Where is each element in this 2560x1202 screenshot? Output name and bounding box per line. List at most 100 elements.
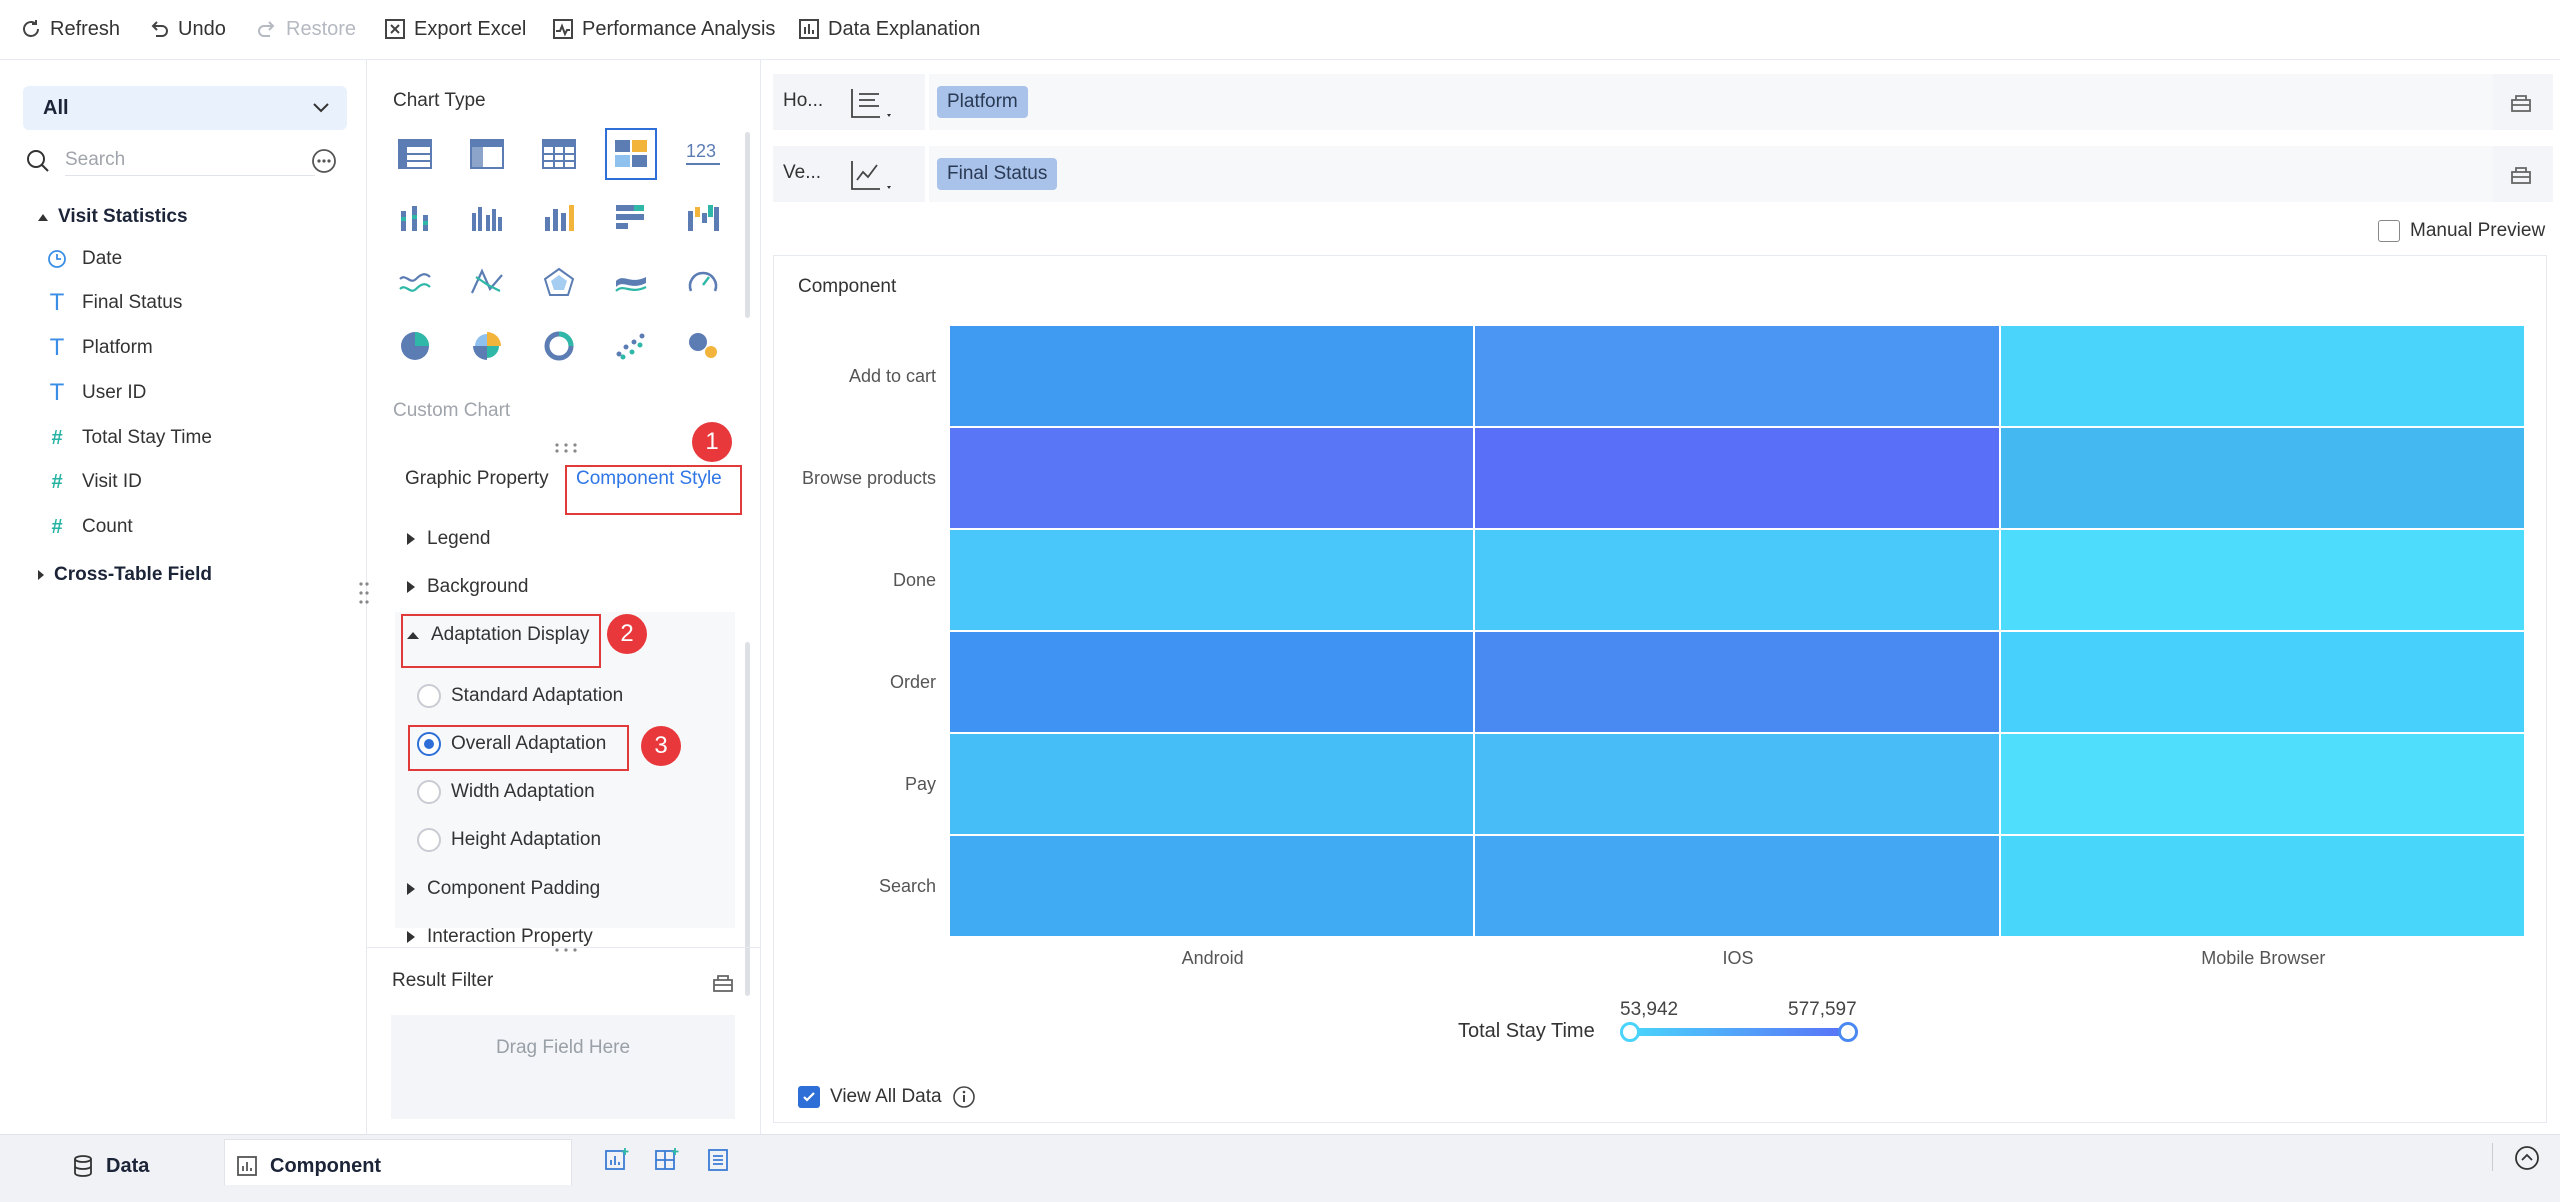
kpi-number-icon[interactable]: 123 [683, 134, 723, 174]
axis-type-icon[interactable] [849, 158, 893, 194]
bubble-chart-icon[interactable] [683, 326, 723, 366]
scrollbar-thumb[interactable] [745, 642, 750, 996]
option-height-adaptation[interactable]: Height Adaptation [417, 828, 601, 852]
heatmap-cell[interactable] [1475, 326, 2001, 428]
drag-handle-icon[interactable] [358, 580, 370, 606]
splitter-handle-icon[interactable] [553, 442, 579, 454]
stacked-column-icon[interactable] [395, 198, 435, 238]
horizontal-field-pill[interactable]: Platform [937, 86, 1028, 118]
heatmap-cell[interactable] [1475, 734, 2001, 836]
radar-line-icon[interactable] [467, 262, 507, 302]
filter-drop-zone[interactable]: Drag Field Here [391, 1015, 735, 1119]
heatmap-cell[interactable] [1475, 530, 2001, 632]
more-options-icon[interactable] [311, 148, 337, 174]
field-item-platform[interactable]: T Platform [46, 333, 152, 363]
data-tab[interactable]: Data [72, 1143, 149, 1189]
option-width-adaptation[interactable]: Width Adaptation [417, 780, 595, 804]
heatmap-cell[interactable] [1475, 632, 2001, 734]
dataset-select[interactable]: All [23, 86, 347, 130]
grouped-table-icon[interactable] [467, 134, 507, 174]
heatmap-cell[interactable] [950, 530, 1476, 632]
field-item-count[interactable]: # Count [46, 512, 132, 542]
grouped-column-icon[interactable] [467, 198, 507, 238]
legend-max-handle[interactable] [1838, 1022, 1858, 1042]
heatmap-cell[interactable] [1475, 428, 2001, 530]
heatmap-cell[interactable] [2000, 734, 2526, 836]
lock-icon[interactable] [2509, 90, 2533, 114]
collapse-up-icon[interactable] [2514, 1145, 2540, 1171]
tab-component-style[interactable]: Component Style [576, 468, 722, 489]
component-tab[interactable]: Component [236, 1143, 381, 1189]
horizontal-field-dropzone[interactable]: Platform [925, 74, 2493, 130]
column-chart-icon[interactable] [539, 198, 579, 238]
heatmap-cell[interactable] [2000, 836, 2526, 938]
vertical-field-pill[interactable]: Final Status [937, 158, 1058, 190]
data-explanation-button[interactable]: Data Explanation [798, 14, 980, 44]
tree-group-cross-table-field[interactable]: Cross-Table Field [38, 564, 212, 586]
heatmap-cell[interactable] [950, 632, 1476, 734]
heatmap-chart-icon[interactable] [605, 128, 657, 180]
splitter-handle-icon[interactable] [553, 946, 579, 954]
view-all-data-toggle[interactable]: View All Data [798, 1085, 976, 1109]
option-standard-adaptation[interactable]: Standard Adaptation [417, 684, 623, 708]
scatter-chart-icon[interactable] [611, 326, 651, 366]
gauge-chart-icon[interactable] [683, 262, 723, 302]
cross-table-icon[interactable] [395, 134, 435, 174]
heatmap-cell[interactable] [2000, 530, 2526, 632]
heatmap-cell[interactable] [950, 428, 1476, 530]
add-report-icon[interactable] [706, 1147, 732, 1173]
field-item-final-status[interactable]: T Final Status [46, 288, 182, 318]
manual-preview-toggle[interactable]: Manual Preview [2378, 220, 2545, 242]
add-component-icon[interactable] [604, 1147, 630, 1173]
legend-max-label: 577,597 [1788, 999, 1857, 1020]
undo-button[interactable]: Undo [148, 14, 226, 44]
field-item-user-id[interactable]: T User ID [46, 378, 146, 408]
field-item-total-stay-time[interactable]: # Total Stay Time [46, 423, 211, 453]
section-component-padding[interactable]: Component Padding [407, 878, 600, 900]
field-item-date[interactable]: Date [46, 244, 122, 274]
rose-pie-icon[interactable] [467, 326, 507, 366]
column-label: Android [1181, 948, 1244, 968]
heatmap-cell[interactable] [2000, 326, 2526, 428]
line-chart-icon[interactable] [395, 262, 435, 302]
chart-type-title: Chart Type [393, 90, 486, 111]
field-item-visit-id[interactable]: # Visit ID [46, 467, 141, 497]
option-overall-adaptation[interactable]: Overall Adaptation [417, 732, 606, 756]
search-input[interactable] [65, 144, 315, 176]
restore-button[interactable]: Restore [256, 14, 356, 44]
vertical-field-dropzone[interactable]: Final Status [925, 146, 2493, 202]
bar-chart-icon[interactable] [611, 198, 651, 238]
lock-icon[interactable] [711, 970, 735, 994]
section-interaction-property[interactable]: Interaction Property [407, 926, 593, 948]
legend-min-handle[interactable] [1620, 1022, 1640, 1042]
heatmap-cell[interactable] [2000, 632, 2526, 734]
result-filter-title: Result Filter [392, 970, 494, 991]
detail-table-icon[interactable] [539, 134, 579, 174]
radar-chart-icon[interactable] [539, 262, 579, 302]
heatmap-cell[interactable] [950, 836, 1476, 938]
heatmap-cell[interactable] [2000, 428, 2526, 530]
tab-graphic-property[interactable]: Graphic Property [405, 468, 549, 489]
heatmap-cell[interactable] [1475, 836, 2001, 938]
highlight-box [408, 725, 629, 771]
lock-icon[interactable] [2509, 162, 2533, 186]
section-legend[interactable]: Legend [407, 528, 490, 550]
pie-chart-icon[interactable] [395, 326, 435, 366]
info-icon[interactable] [952, 1085, 976, 1109]
area-chart-icon[interactable] [611, 262, 651, 302]
custom-chart-link[interactable]: Custom Chart [393, 400, 511, 421]
donut-chart-icon[interactable] [539, 326, 579, 366]
axis-type-icon[interactable] [849, 86, 893, 122]
export-excel-button[interactable]: Export Excel [384, 14, 526, 44]
waterfall-chart-icon[interactable] [683, 198, 723, 238]
section-adaptation-display[interactable]: Adaptation Display [407, 624, 589, 646]
refresh-button[interactable]: Refresh [20, 14, 120, 44]
legend-gradient [1634, 1028, 1852, 1036]
scrollbar-thumb[interactable] [745, 132, 750, 318]
heatmap-cell[interactable] [950, 326, 1476, 428]
performance-analysis-button[interactable]: Performance Analysis [552, 14, 775, 44]
heatmap-cell[interactable] [950, 734, 1476, 836]
tree-group-visit-statistics[interactable]: Visit Statistics [38, 206, 188, 228]
add-dashboard-icon[interactable] [654, 1147, 680, 1173]
section-background[interactable]: Background [407, 576, 528, 598]
